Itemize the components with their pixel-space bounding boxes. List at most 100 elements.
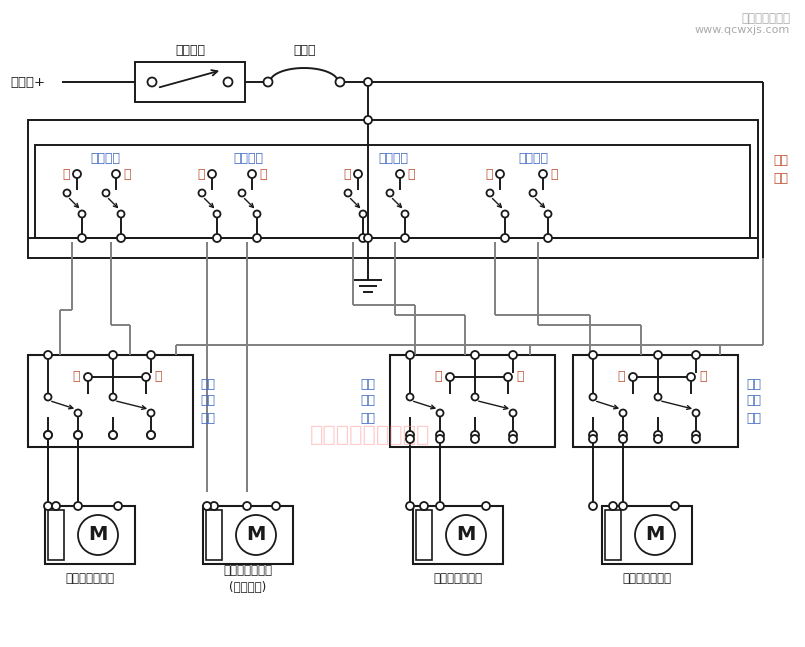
Circle shape	[336, 78, 345, 87]
Circle shape	[692, 351, 700, 359]
Circle shape	[406, 351, 414, 359]
Text: 降: 降	[516, 371, 524, 384]
Text: M: M	[89, 525, 108, 545]
Text: 点火开关: 点火开关	[175, 43, 205, 56]
Circle shape	[112, 170, 120, 178]
Circle shape	[84, 373, 92, 381]
Text: 降: 降	[259, 168, 266, 181]
Text: 汽车维修技术网: 汽车维修技术网	[741, 12, 790, 25]
Circle shape	[360, 210, 366, 217]
Circle shape	[692, 410, 700, 417]
Text: 升: 升	[72, 371, 80, 384]
Circle shape	[147, 431, 155, 439]
Circle shape	[210, 502, 218, 510]
Text: M: M	[646, 525, 665, 545]
Text: 主控
开关: 主控 开关	[773, 155, 788, 186]
Circle shape	[52, 502, 60, 510]
Text: 右后
车窗
开关: 右后 车窗 开关	[746, 377, 761, 424]
Text: 左前车窗电动机
(驾驶员侧): 左前车窗电动机 (驾驶员侧)	[224, 564, 273, 594]
Bar	[605, 510, 621, 560]
Circle shape	[73, 170, 81, 178]
Circle shape	[248, 170, 256, 178]
Bar	[416, 510, 432, 560]
Circle shape	[117, 234, 125, 242]
Text: 左前车窗: 左前车窗	[233, 151, 263, 164]
Circle shape	[687, 373, 695, 381]
Circle shape	[692, 435, 700, 443]
Text: 左后
车窗
开关: 左后 车窗 开关	[200, 377, 215, 424]
Text: 升: 升	[434, 371, 442, 384]
Circle shape	[544, 234, 552, 242]
Circle shape	[114, 502, 122, 510]
Circle shape	[530, 190, 536, 197]
Circle shape	[589, 351, 597, 359]
Circle shape	[509, 435, 517, 443]
Circle shape	[74, 431, 82, 439]
Bar	[28, 120, 758, 258]
Circle shape	[407, 393, 414, 400]
Circle shape	[436, 502, 444, 510]
Circle shape	[406, 431, 414, 439]
Text: M: M	[456, 525, 476, 545]
Circle shape	[401, 234, 409, 242]
Circle shape	[654, 351, 662, 359]
Text: 右前车窗电动机: 右前车窗电动机	[434, 573, 482, 586]
Circle shape	[406, 435, 414, 443]
Text: 降: 降	[123, 168, 130, 181]
Circle shape	[147, 431, 155, 439]
Circle shape	[238, 190, 246, 197]
Circle shape	[436, 435, 444, 443]
Circle shape	[109, 351, 117, 359]
Circle shape	[654, 393, 662, 400]
Text: 升: 升	[343, 168, 351, 181]
Text: 降: 降	[407, 168, 415, 181]
Circle shape	[213, 210, 221, 217]
Circle shape	[619, 431, 627, 439]
Text: 右前
车窗
开关: 右前 车窗 开关	[360, 377, 375, 424]
Circle shape	[78, 234, 86, 242]
Text: 降: 降	[155, 371, 162, 384]
Bar	[390, 355, 555, 447]
Circle shape	[236, 515, 276, 555]
Circle shape	[44, 431, 52, 439]
Circle shape	[589, 393, 597, 400]
Circle shape	[208, 170, 216, 178]
Circle shape	[472, 393, 478, 400]
Bar	[203, 506, 293, 564]
Bar	[135, 62, 245, 102]
Bar	[28, 355, 193, 447]
Circle shape	[509, 351, 517, 359]
Text: 汽车维修技术与知识: 汽车维修技术与知识	[310, 425, 430, 445]
Circle shape	[486, 190, 493, 197]
Bar	[48, 510, 64, 560]
Circle shape	[79, 210, 85, 217]
Circle shape	[386, 190, 394, 197]
Bar	[206, 510, 222, 560]
Circle shape	[396, 170, 404, 178]
Circle shape	[359, 234, 367, 242]
Text: 左后车窗: 左后车窗	[90, 151, 120, 164]
Circle shape	[78, 515, 118, 555]
Text: 降: 降	[700, 371, 707, 384]
Circle shape	[109, 393, 117, 400]
Circle shape	[109, 431, 117, 439]
Circle shape	[243, 502, 251, 510]
Circle shape	[446, 373, 454, 381]
Circle shape	[263, 78, 273, 87]
Circle shape	[589, 435, 597, 443]
Circle shape	[74, 502, 82, 510]
Circle shape	[502, 210, 509, 217]
Text: 降: 降	[551, 168, 558, 181]
Circle shape	[253, 234, 261, 242]
Circle shape	[203, 502, 211, 510]
Circle shape	[654, 435, 662, 443]
Circle shape	[364, 234, 372, 242]
Circle shape	[510, 410, 517, 417]
Bar	[45, 506, 135, 564]
Circle shape	[446, 515, 486, 555]
Text: 升: 升	[617, 371, 625, 384]
Circle shape	[609, 502, 617, 510]
Text: M: M	[246, 525, 266, 545]
Bar	[573, 355, 738, 447]
Circle shape	[692, 431, 700, 439]
